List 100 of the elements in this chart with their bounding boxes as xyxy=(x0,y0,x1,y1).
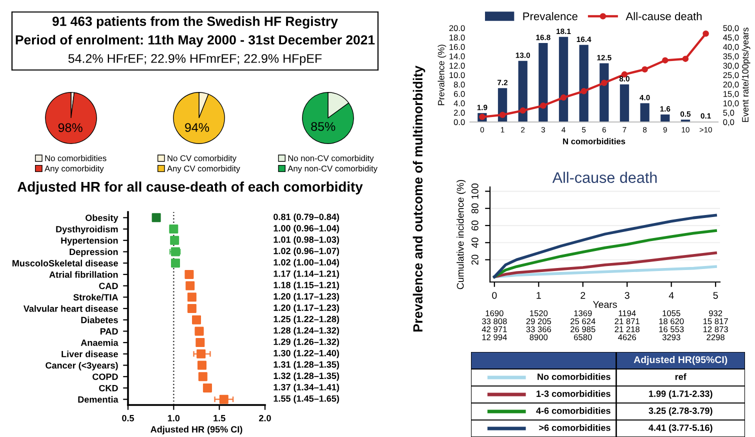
chart-title: Adjusted HR for all cause-death of each comorbidity xyxy=(17,182,363,194)
y-tick-label: 80 xyxy=(471,203,478,214)
bar xyxy=(640,103,650,122)
text: 4.41 (3.77-5.16) xyxy=(648,424,712,433)
pie-slice xyxy=(45,92,97,144)
y2-tick-label: 25,0 xyxy=(723,72,739,80)
bar xyxy=(620,84,630,122)
bar xyxy=(538,43,548,122)
legend-label: Any comorbidity xyxy=(44,165,104,174)
text: 12 873 xyxy=(703,326,728,332)
x-tick-label: 3 xyxy=(624,292,630,299)
text: 4626 xyxy=(618,334,636,340)
point xyxy=(202,383,212,392)
text: 91 463 patients from the Swedish HF Registry xyxy=(52,16,338,29)
y-tick-label: 2.0 xyxy=(454,110,465,116)
data-label: 1.00 (0.96–1.04) xyxy=(274,224,340,234)
y-tick-label: 60 xyxy=(471,220,478,230)
data-label: 1.31 (1.28–1.35) xyxy=(274,361,340,370)
point xyxy=(662,57,668,64)
text: 1520 xyxy=(530,310,548,316)
y-tick-label: 0.0 xyxy=(454,119,465,126)
point xyxy=(580,88,587,94)
text: 33 366 xyxy=(526,326,552,332)
point xyxy=(196,338,205,348)
y-axis-title: Cumulative incidence (%) xyxy=(456,180,466,290)
legend-label: Prevalence xyxy=(523,12,578,20)
data-label: 85% xyxy=(311,122,336,131)
point xyxy=(682,56,689,62)
x-tick-label: 0.5 xyxy=(122,414,134,422)
text: 8900 xyxy=(530,334,548,340)
y-tick-label: 16.0 xyxy=(450,44,465,50)
x-axis-title: Adjusted HR (95% CI) xyxy=(150,426,242,434)
point xyxy=(520,107,526,114)
text: 21 218 xyxy=(614,326,640,332)
y-tick-label: Dementia xyxy=(78,396,118,403)
point xyxy=(187,304,196,313)
text: 3.25 (2.78-3.79) xyxy=(648,407,712,416)
y-tick-label: Hypertension xyxy=(61,237,118,246)
y-tick-label: Anaemia xyxy=(80,339,118,346)
point xyxy=(169,224,178,234)
point xyxy=(560,94,567,101)
data-label: 94% xyxy=(185,123,210,132)
text: Period of enrolment: 11th May 2000 - 31st December 2021 xyxy=(16,34,375,48)
point xyxy=(601,80,608,86)
y-tick-label: 18.0 xyxy=(450,34,465,40)
data-label: 1.37 (1.34–1.41) xyxy=(274,384,340,392)
data-label: 1.28 (1.24–1.32) xyxy=(274,327,340,336)
text: 1690 xyxy=(486,310,504,316)
y2-tick-label: 0,0 xyxy=(723,119,734,126)
y-axis-title: Prevalence (%) xyxy=(438,44,446,106)
line-series xyxy=(493,214,717,278)
point xyxy=(540,102,546,109)
text: 21 871 xyxy=(614,318,640,324)
line-series xyxy=(493,265,717,278)
y-tick-label: CKD xyxy=(99,384,118,392)
y2-tick-label: 50,0 xyxy=(723,25,739,32)
y-tick-label: Diabetes xyxy=(81,316,118,324)
y-tick-label: PAD xyxy=(100,328,118,334)
y2-axis-title: Event rate/100pts/years xyxy=(742,28,750,122)
text: ref xyxy=(675,373,686,380)
data-label: 1.20 (1.17–1.23) xyxy=(274,304,340,313)
legend-label: Any CV comorbidity xyxy=(167,165,240,174)
point xyxy=(187,292,196,302)
x-tick-label: 5 xyxy=(713,292,718,299)
data-label: 0.81 (0.79–0.84) xyxy=(274,213,340,222)
y-tick-label: 6.0 xyxy=(454,91,465,97)
y-tick-label: 4.0 xyxy=(454,100,465,106)
pie-slice xyxy=(302,92,354,144)
bar xyxy=(579,44,588,122)
text: 33 808 xyxy=(482,318,507,324)
x-axis-title: Years xyxy=(592,301,617,308)
text: 6580 xyxy=(574,334,592,340)
legend-label: No CV comorbidity xyxy=(168,155,236,163)
pie-slice xyxy=(173,92,225,144)
text: 1194 xyxy=(618,310,636,316)
y-tick-label: 14.0 xyxy=(450,53,465,60)
legend-label: All-cause death xyxy=(626,12,702,20)
text: 42 971 xyxy=(482,326,507,332)
y2-tick-label: 15,0 xyxy=(723,91,739,98)
x-tick-label: 1.0 xyxy=(168,414,180,422)
category-label: 1-3 comorbidities xyxy=(536,390,610,397)
point xyxy=(197,360,206,370)
y-tick-label: Obesity xyxy=(86,214,118,223)
text: 1.99 (1.71-2.33) xyxy=(649,390,712,399)
category-label: >6 comorbidities xyxy=(539,424,610,431)
y-tick-label: Dysthyroidism xyxy=(56,226,118,234)
text: 29 205 xyxy=(526,318,552,324)
legend-label: No non-CV comorbidity xyxy=(288,155,374,163)
data-label: 1.30 (1.22–1.40) xyxy=(274,350,340,358)
x-tick-label: 0 xyxy=(492,292,497,299)
x-tick-label: 2 xyxy=(580,292,586,299)
text: 2298 xyxy=(706,334,724,340)
data-label: 1.20 (1.17–1.23) xyxy=(274,292,340,302)
y-tick-label: 10.0 xyxy=(450,72,465,78)
bar xyxy=(600,63,609,122)
y-tick-label: Atrial fibrillation xyxy=(49,271,118,278)
y2-tick-label: 45,0 xyxy=(723,34,739,42)
point xyxy=(196,349,206,358)
y2-tick-label: 20,0 xyxy=(723,82,739,88)
y2-tick-label: 35,0 xyxy=(723,53,739,60)
